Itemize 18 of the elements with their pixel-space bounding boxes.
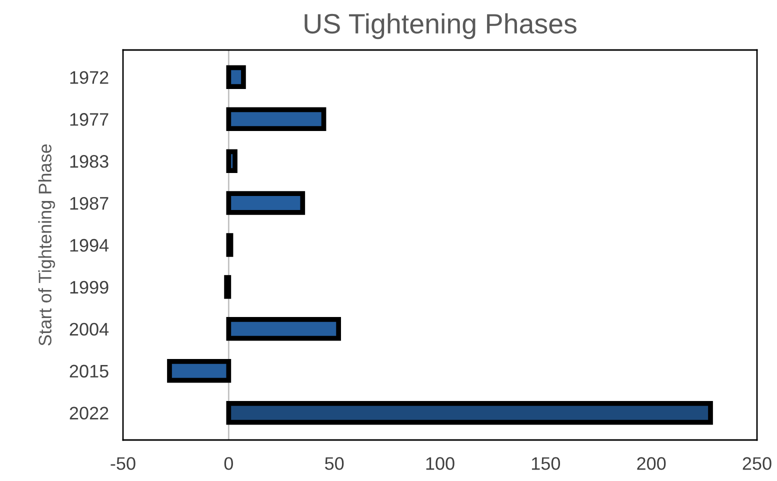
x-tick-label: 200 (637, 457, 666, 470)
y-axis-title: Start of Tightening Phase (38, 144, 56, 346)
y-tick-label: 1972 (70, 71, 108, 84)
y-tick-label: 2022 (70, 406, 108, 420)
y-tick-label: 2015 (70, 364, 108, 378)
y-tick-label: 1999 (70, 280, 108, 294)
x-tick-label: -50 (110, 457, 136, 470)
x-tick-label: 0 (224, 457, 233, 470)
x-tick-label: 250 (742, 457, 772, 470)
x-tick-label: 150 (532, 457, 560, 470)
x-tick-label: 50 (325, 457, 344, 470)
y-tick-label: 2004 (70, 322, 109, 336)
y-tick-label: 1977 (70, 113, 108, 126)
x-tick-label: 100 (426, 457, 454, 470)
y-tick-label: 1983 (70, 155, 108, 168)
y-tick-label: 1987 (70, 196, 108, 210)
chart-title: US Tightening Phases (304, 13, 576, 40)
y-tick-label: 1994 (70, 238, 109, 252)
